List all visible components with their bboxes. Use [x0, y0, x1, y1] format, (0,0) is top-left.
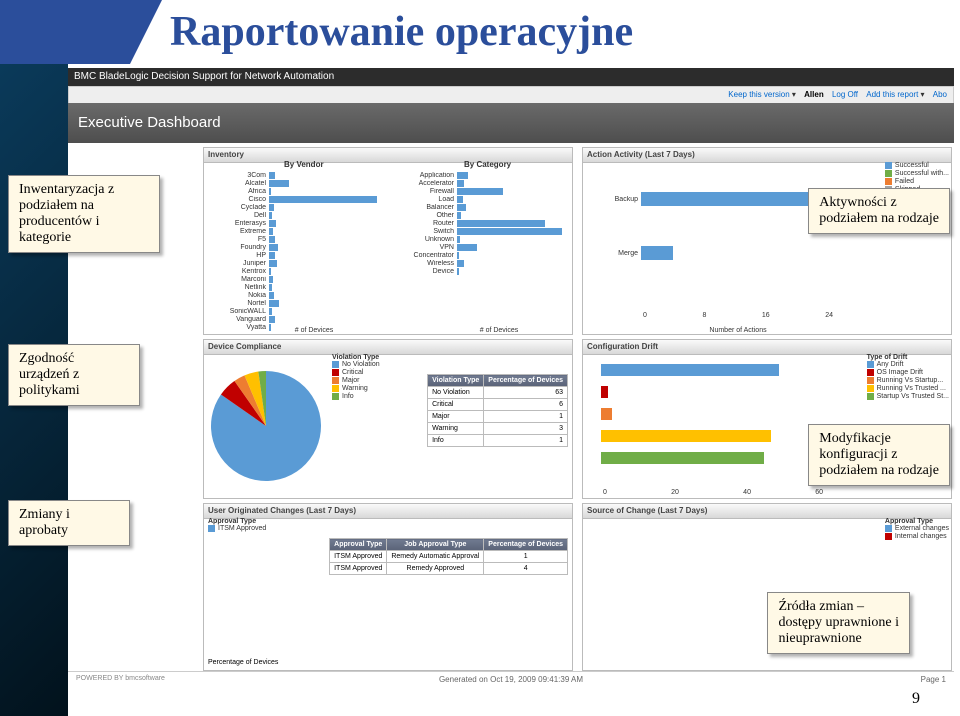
compliance-panel: Device Compliance Violation Type No Viol…: [203, 339, 573, 499]
hbar-row: Netlink: [204, 284, 379, 291]
legend-item: Successful with...: [885, 170, 949, 177]
hbar-row: Nokia: [204, 292, 379, 299]
changes-y-label: Percentage of Devices: [208, 659, 278, 666]
source-header: Source of Change (Last 7 Days): [583, 504, 951, 519]
slide-number: 9: [912, 690, 920, 708]
drift-legend-title: Type of Drift: [867, 354, 949, 361]
user-label: Allen: [804, 90, 824, 99]
hbar-row: Unknown: [392, 236, 567, 243]
inventory-header: Inventory: [204, 148, 572, 163]
footer-generated: Generated on Oct 19, 2009 09:41:39 AM: [439, 675, 583, 684]
hbar-row: HP: [204, 252, 379, 259]
legend-item: Failed: [885, 178, 949, 185]
add-report-link[interactable]: Add this report: [866, 90, 918, 99]
action-x-label: Number of Actions: [643, 327, 833, 334]
legend-item: Major: [332, 377, 380, 384]
vendor-x-label: # of Devices: [264, 327, 364, 334]
hbar-row: Other: [392, 212, 567, 219]
legend-item: Internal changes: [885, 533, 949, 540]
callout-changes: Zmiany i aprobaty: [8, 500, 130, 546]
callout-compliance: Zgodność urządzeń z politykami: [8, 344, 140, 406]
legend-item: Info: [332, 393, 380, 400]
callout-inventory: Inwentaryzacja z podziałem na producentó…: [8, 175, 160, 253]
by-vendor-label: By Vendor: [284, 160, 324, 169]
changes-table: Approval TypeJob Approval TypePercentage…: [329, 538, 568, 575]
compliance-table: Violation TypePercentage of DevicesNo Vi…: [427, 374, 568, 447]
hbar-row: SonicWALL: [204, 308, 379, 315]
footer-logo: POWERED BY bmcsoftware: [76, 675, 165, 682]
legend-item: OS Image Drift: [867, 369, 949, 376]
hbar-row: Concentrator: [392, 252, 567, 259]
footer-page: Page 1: [921, 675, 946, 684]
hbar-row: Nortel: [204, 300, 379, 307]
hbar-row: Firewall: [392, 188, 567, 195]
callout-activity: Aktywności z podziałem na rodzaje: [808, 188, 950, 234]
by-category-label: By Category: [464, 160, 511, 169]
category-x-label: # of Devices: [449, 327, 549, 334]
corner-accent: [0, 0, 130, 64]
hbar-row: Cisco: [204, 196, 379, 203]
legend-item: Running Vs Trusted ...: [867, 385, 949, 392]
footer-bar: POWERED BY bmcsoftware Generated on Oct …: [68, 671, 954, 690]
callout-source: Źródła zmian – dostępy uprawnione i nieu…: [767, 592, 910, 654]
hbar-row: Enterasys: [204, 220, 379, 227]
drift-header: Configuration Drift: [583, 340, 951, 355]
dashboard-title: Executive Dashboard: [68, 103, 954, 143]
hbar-row: Router: [392, 220, 567, 227]
hbar-row: 3Com: [204, 172, 379, 179]
hbar-row: Load: [392, 196, 567, 203]
callout-drift: Modyfikacje konfiguracji z podziałem na …: [808, 424, 950, 486]
hbar-row: F5: [204, 236, 379, 243]
changes-header: User Originated Changes (Last 7 Days): [204, 504, 572, 519]
hbar-row: Switch: [392, 228, 567, 235]
hbar-row: Alcatel: [204, 180, 379, 187]
hbar-row: Balancer: [392, 204, 567, 211]
hbar-row: Foundry: [204, 244, 379, 251]
action-header: Action Activity (Last 7 Days): [583, 148, 951, 163]
legend-item: Warning: [332, 385, 380, 392]
compliance-legend-title: Violation Type: [332, 354, 380, 361]
slide-title: Raportowanie operacyjne: [170, 8, 633, 56]
changes-legend-title: Approval Type: [208, 518, 266, 525]
hbar-row: Accelerator: [392, 180, 567, 187]
top-toolbar: Keep this version ▾ Allen Log Off Add th…: [68, 86, 954, 104]
hbar-row: Kentrox: [204, 268, 379, 275]
hbar-row: Extreme: [204, 228, 379, 235]
hbar-row: Device: [392, 268, 567, 275]
slide-root: Raportowanie operacyjne BMC BladeLogic D…: [0, 0, 960, 716]
hbar-row: Application: [392, 172, 567, 179]
inventory-panel: Inventory By Vendor By Category 3ComAlca…: [203, 147, 573, 335]
hbar-row: Juniper: [204, 260, 379, 267]
hbar-row: Wireless: [392, 260, 567, 267]
hbar-row: VPN: [392, 244, 567, 251]
legend-item: Startup Vs Trusted St...: [867, 393, 949, 400]
legend-item: Any Drift: [867, 361, 949, 368]
about-link[interactable]: Abo: [933, 90, 947, 99]
hbar-row: Marconi: [204, 276, 379, 283]
legend-item: Critical: [332, 369, 380, 376]
legend-item: Running Vs Startup...: [867, 377, 949, 384]
hbar-row: Dell: [204, 212, 379, 219]
legend-item: No Violation: [332, 361, 380, 368]
compliance-header: Device Compliance: [204, 340, 572, 355]
legend-item: Successful: [885, 162, 949, 169]
source-legend-title: Approval Type: [885, 518, 949, 525]
action-panel: Action Activity (Last 7 Days) Successful…: [582, 147, 952, 335]
legend-item: External changes: [885, 525, 949, 532]
hbar-row: Cyclade: [204, 204, 379, 211]
app-title-bar: BMC BladeLogic Decision Support for Netw…: [68, 68, 954, 86]
hbar-row: Africa: [204, 188, 379, 195]
keep-version-link[interactable]: Keep this version: [728, 90, 789, 99]
compliance-pie: [206, 366, 326, 486]
changes-panel: User Originated Changes (Last 7 Days) Ap…: [203, 503, 573, 671]
hbar-row: Vanguard: [204, 316, 379, 323]
legend-item: ITSM Approved: [208, 525, 266, 532]
logoff-link[interactable]: Log Off: [832, 90, 858, 99]
